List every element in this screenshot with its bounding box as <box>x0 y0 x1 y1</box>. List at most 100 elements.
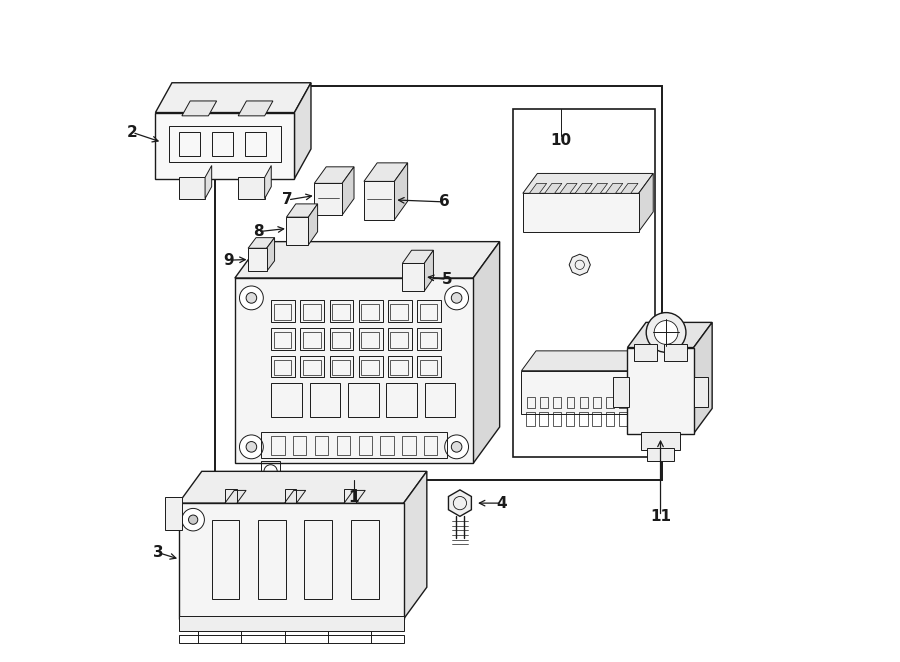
Bar <box>303 305 320 320</box>
Polygon shape <box>529 183 546 193</box>
Text: 9: 9 <box>223 253 233 267</box>
Bar <box>391 360 408 375</box>
Bar <box>271 436 284 455</box>
Bar <box>694 377 708 407</box>
Bar <box>284 489 296 503</box>
Bar <box>168 126 281 162</box>
Polygon shape <box>314 167 354 183</box>
Polygon shape <box>521 351 652 371</box>
Bar <box>351 520 379 599</box>
Polygon shape <box>286 204 318 217</box>
Polygon shape <box>627 322 712 348</box>
Circle shape <box>451 442 462 452</box>
Bar <box>310 383 340 417</box>
Bar <box>419 360 437 375</box>
Bar <box>361 360 379 375</box>
Bar <box>634 344 657 361</box>
Bar <box>314 183 342 215</box>
Bar <box>348 383 379 417</box>
Bar <box>261 432 446 458</box>
Bar <box>358 436 372 455</box>
Bar <box>238 177 265 199</box>
Bar <box>417 328 441 350</box>
Bar <box>274 360 292 375</box>
Polygon shape <box>590 183 608 193</box>
Polygon shape <box>394 163 408 220</box>
Bar <box>539 412 548 426</box>
Bar <box>417 355 441 377</box>
Bar <box>402 263 424 291</box>
Bar <box>613 377 629 407</box>
Bar <box>271 300 295 322</box>
Bar <box>593 397 601 408</box>
Bar <box>391 332 408 348</box>
Bar <box>286 217 309 245</box>
Polygon shape <box>569 254 590 275</box>
Bar <box>329 328 354 350</box>
Polygon shape <box>448 490 472 516</box>
Bar <box>235 278 473 463</box>
Polygon shape <box>182 101 217 116</box>
Bar <box>566 412 574 426</box>
Circle shape <box>246 293 256 303</box>
Polygon shape <box>639 173 653 232</box>
Polygon shape <box>266 238 274 271</box>
Text: 4: 4 <box>496 496 507 510</box>
Text: 7: 7 <box>283 193 293 207</box>
Bar <box>274 305 292 320</box>
Bar <box>225 489 237 503</box>
Polygon shape <box>235 242 500 278</box>
Bar <box>513 109 655 457</box>
Bar <box>526 397 535 408</box>
Bar <box>417 300 441 322</box>
Polygon shape <box>344 491 365 503</box>
Text: 8: 8 <box>253 224 264 239</box>
Bar <box>274 332 292 348</box>
Text: 2: 2 <box>127 125 138 140</box>
Bar <box>337 436 350 455</box>
Bar <box>358 328 382 350</box>
Bar <box>301 355 324 377</box>
Bar <box>245 132 266 156</box>
Text: 6: 6 <box>439 195 450 209</box>
Bar <box>248 248 266 271</box>
Bar <box>619 412 627 426</box>
Bar <box>271 355 295 377</box>
Polygon shape <box>606 183 623 193</box>
Polygon shape <box>523 173 653 193</box>
Polygon shape <box>178 471 427 503</box>
Bar <box>358 300 382 322</box>
Bar <box>258 520 286 599</box>
Bar <box>424 436 437 455</box>
Circle shape <box>451 293 462 303</box>
Polygon shape <box>265 166 271 199</box>
Bar <box>293 436 306 455</box>
Bar <box>358 355 382 377</box>
Circle shape <box>264 465 277 478</box>
Bar <box>381 436 393 455</box>
Bar <box>402 436 416 455</box>
Bar <box>419 305 437 320</box>
Circle shape <box>654 320 678 344</box>
Circle shape <box>246 442 256 452</box>
Polygon shape <box>424 250 434 291</box>
Text: 5: 5 <box>441 272 452 287</box>
Bar <box>315 436 328 455</box>
Text: 1: 1 <box>349 491 359 505</box>
Polygon shape <box>402 250 434 263</box>
Bar <box>647 448 674 461</box>
Bar <box>419 332 437 348</box>
Bar <box>607 397 614 408</box>
Bar <box>580 397 588 408</box>
Bar <box>388 355 411 377</box>
Bar <box>523 193 639 232</box>
Bar <box>271 383 302 417</box>
Bar <box>627 348 694 434</box>
Bar <box>166 496 182 530</box>
Bar <box>554 397 562 408</box>
Circle shape <box>182 508 204 531</box>
Bar <box>215 86 662 480</box>
Circle shape <box>239 435 264 459</box>
Polygon shape <box>404 471 427 619</box>
Polygon shape <box>284 491 306 503</box>
